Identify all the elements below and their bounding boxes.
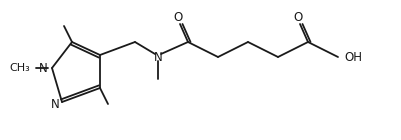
- Text: O: O: [173, 10, 182, 24]
- Text: CH₃: CH₃: [9, 63, 30, 73]
- Text: N: N: [51, 97, 60, 110]
- Text: N: N: [39, 61, 48, 74]
- Text: N: N: [153, 51, 162, 64]
- Text: O: O: [293, 10, 302, 24]
- Text: OH: OH: [343, 51, 361, 64]
